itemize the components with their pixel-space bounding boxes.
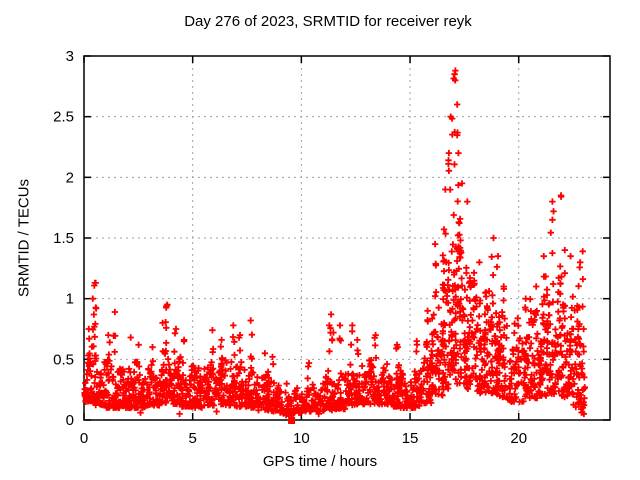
svg-text:10: 10 — [293, 430, 310, 447]
svg-text:2.5: 2.5 — [53, 109, 74, 126]
svg-text:0: 0 — [66, 412, 74, 429]
svg-text:15: 15 — [402, 430, 419, 447]
svg-text:0: 0 — [80, 430, 88, 447]
x-axis-label: GPS time / hours — [262, 453, 378, 470]
svg-text:1: 1 — [66, 291, 74, 308]
tick-labels: 0 5 10 15 20 0 0.5 1 1.5 2 2.5 3 — [53, 48, 527, 447]
square-marker — [288, 417, 296, 424]
svg-text:5: 5 — [189, 430, 197, 447]
svg-text:2: 2 — [66, 169, 74, 186]
svg-text:3: 3 — [66, 48, 74, 65]
svg-text:1.5: 1.5 — [53, 230, 74, 247]
svg-text:20: 20 — [510, 430, 527, 447]
chart-title: Day 276 of 2023, SRMTID for receiver rey… — [184, 13, 472, 30]
scatter-points — [81, 67, 588, 419]
svg-text:0.5: 0.5 — [53, 351, 74, 368]
